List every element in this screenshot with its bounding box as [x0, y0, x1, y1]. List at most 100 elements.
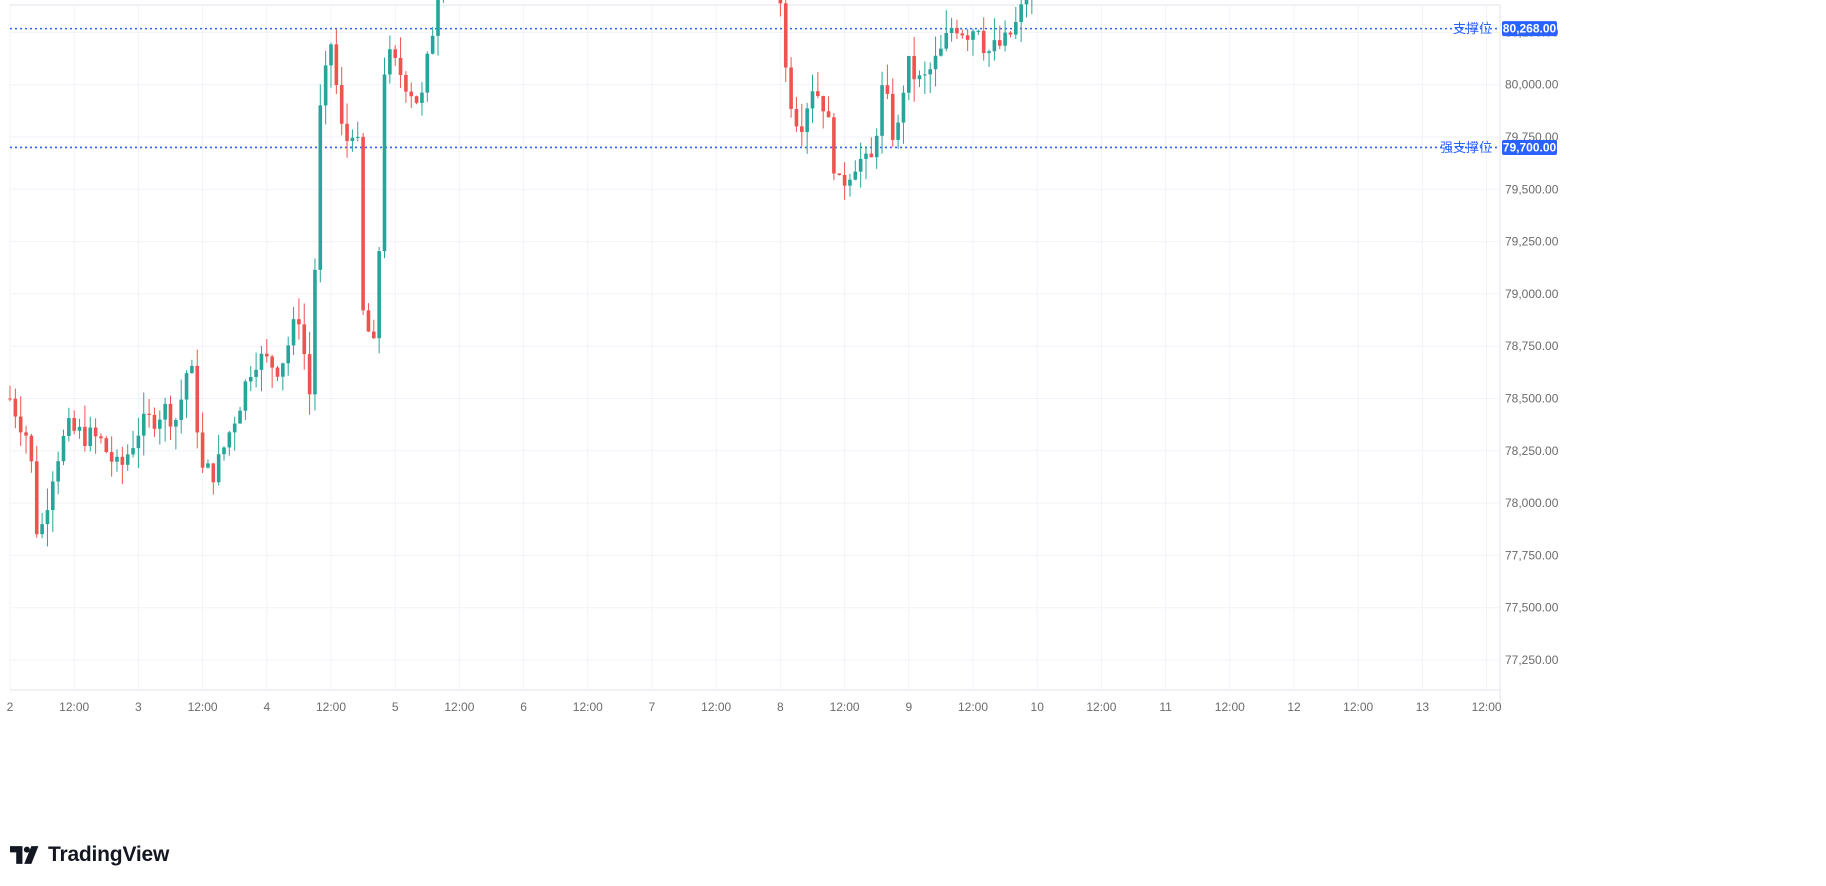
x-tick-label: 12:00 [1472, 700, 1502, 714]
candle-body [184, 373, 189, 400]
y-tick-label: 78,250.00 [1505, 444, 1559, 458]
candle-body [355, 136, 360, 138]
candle-body [949, 27, 954, 34]
candle-body [917, 75, 922, 80]
candle-body [200, 432, 205, 468]
support-level-label: 强支撑位 [1440, 141, 1492, 156]
candle-body [227, 432, 232, 448]
candle-body [13, 398, 18, 417]
candle-body [404, 74, 408, 92]
candle-body [366, 310, 371, 332]
candle-body [275, 367, 280, 377]
candle-body [83, 426, 87, 447]
candle-body [1008, 32, 1013, 35]
candle-body [318, 105, 323, 270]
x-tick-label: 4 [263, 700, 270, 714]
candle-body [1014, 21, 1018, 35]
candle-body [874, 135, 879, 158]
candle-body [115, 456, 119, 462]
candle-body [430, 35, 435, 54]
candle-body [414, 96, 419, 103]
candlestick-series [8, 0, 1033, 547]
candle-body [34, 461, 39, 535]
candle-body [99, 436, 103, 439]
x-tick-label: 13 [1416, 700, 1430, 714]
candle-body [987, 51, 991, 54]
candle-body [783, 3, 788, 68]
candle-body [211, 463, 216, 483]
candle-body [778, 0, 783, 4]
candle-body [158, 419, 162, 429]
brand-logo[interactable]: TradingView [10, 843, 169, 867]
candle-body [890, 93, 895, 140]
chart-axes: 77,250.00 77,500.00 77,750.00 78,000.00 78,2… [7, 25, 1559, 714]
candle-body [77, 426, 82, 431]
candle-body [965, 35, 970, 40]
y-tick-label: 77,250.00 [1505, 653, 1559, 667]
y-tick-label: 79,500.00 [1505, 182, 1559, 196]
candle-body [907, 55, 911, 93]
candle-body [339, 85, 344, 124]
candle-body [800, 126, 804, 133]
candle-body [1024, 0, 1029, 5]
candle-body [880, 85, 884, 136]
x-tick-label: 12:00 [1215, 700, 1245, 714]
candle-body [976, 30, 981, 32]
candle-body [259, 353, 264, 370]
candle-body [810, 91, 815, 109]
x-tick-label: 8 [777, 700, 784, 714]
candle-body [297, 319, 301, 325]
price-level-lines: 强压力位压力位支撑位支撑位强支撑位 [10, 22, 1500, 156]
y-tick-label: 79,000.00 [1505, 287, 1559, 301]
candle-body [307, 354, 312, 395]
candle-body [981, 30, 986, 54]
y-tick-label: 78,500.00 [1505, 392, 1559, 406]
candle-body [436, 0, 440, 36]
x-tick-label: 6 [520, 700, 527, 714]
candle-body [125, 454, 130, 465]
candle-body [848, 179, 852, 186]
candle-body [329, 44, 333, 66]
candle-body [350, 137, 355, 142]
candle-body [152, 414, 157, 429]
candle-body [955, 27, 959, 34]
candle-body [243, 381, 248, 411]
candle-body [382, 74, 387, 252]
x-tick-label: 11 [1159, 700, 1172, 714]
candle-body [409, 91, 414, 97]
candle-body [45, 510, 50, 525]
candle-body [51, 481, 55, 511]
x-tick-label: 9 [905, 700, 912, 714]
candle-body [928, 69, 932, 75]
y-tick-label: 79,250.00 [1505, 235, 1559, 249]
candle-body [885, 85, 890, 94]
candle-body [821, 96, 825, 112]
candle-body [254, 369, 258, 377]
candle-body [853, 171, 858, 180]
candle-body [842, 175, 847, 186]
candle-body [248, 376, 253, 382]
candle-body [832, 117, 836, 174]
candle-body [141, 413, 146, 436]
y-tick-label: 78,000.00 [1505, 496, 1559, 510]
candle-body [334, 44, 339, 86]
candle-body [40, 524, 44, 535]
candle-body [388, 49, 392, 75]
candle-body [858, 158, 863, 172]
x-tick-label: 12:00 [1343, 700, 1373, 714]
candle-body [222, 447, 226, 455]
candle-body [206, 463, 210, 468]
x-tick-label: 12 [1287, 700, 1301, 714]
candle-body [56, 461, 60, 482]
x-tick-label: 7 [649, 700, 656, 714]
candle-body [174, 420, 178, 427]
x-tick-label: 12:00 [444, 700, 474, 714]
candle-body [270, 356, 274, 368]
candle-body [24, 432, 28, 436]
y-tick-label: 80,000.00 [1505, 78, 1559, 92]
candle-body [933, 55, 938, 70]
candle-body [789, 67, 793, 109]
candle-body [67, 418, 71, 437]
candle-body [29, 435, 34, 462]
